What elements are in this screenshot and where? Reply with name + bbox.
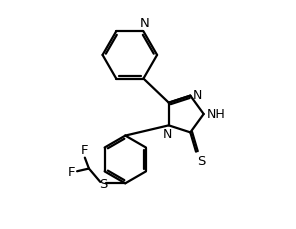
Text: NH: NH <box>207 108 225 121</box>
Text: S: S <box>99 177 108 190</box>
Text: N: N <box>193 89 202 101</box>
Text: F: F <box>68 165 75 178</box>
Text: F: F <box>81 143 89 156</box>
Text: S: S <box>197 154 205 167</box>
Text: N: N <box>140 17 149 30</box>
Text: N: N <box>163 128 172 141</box>
